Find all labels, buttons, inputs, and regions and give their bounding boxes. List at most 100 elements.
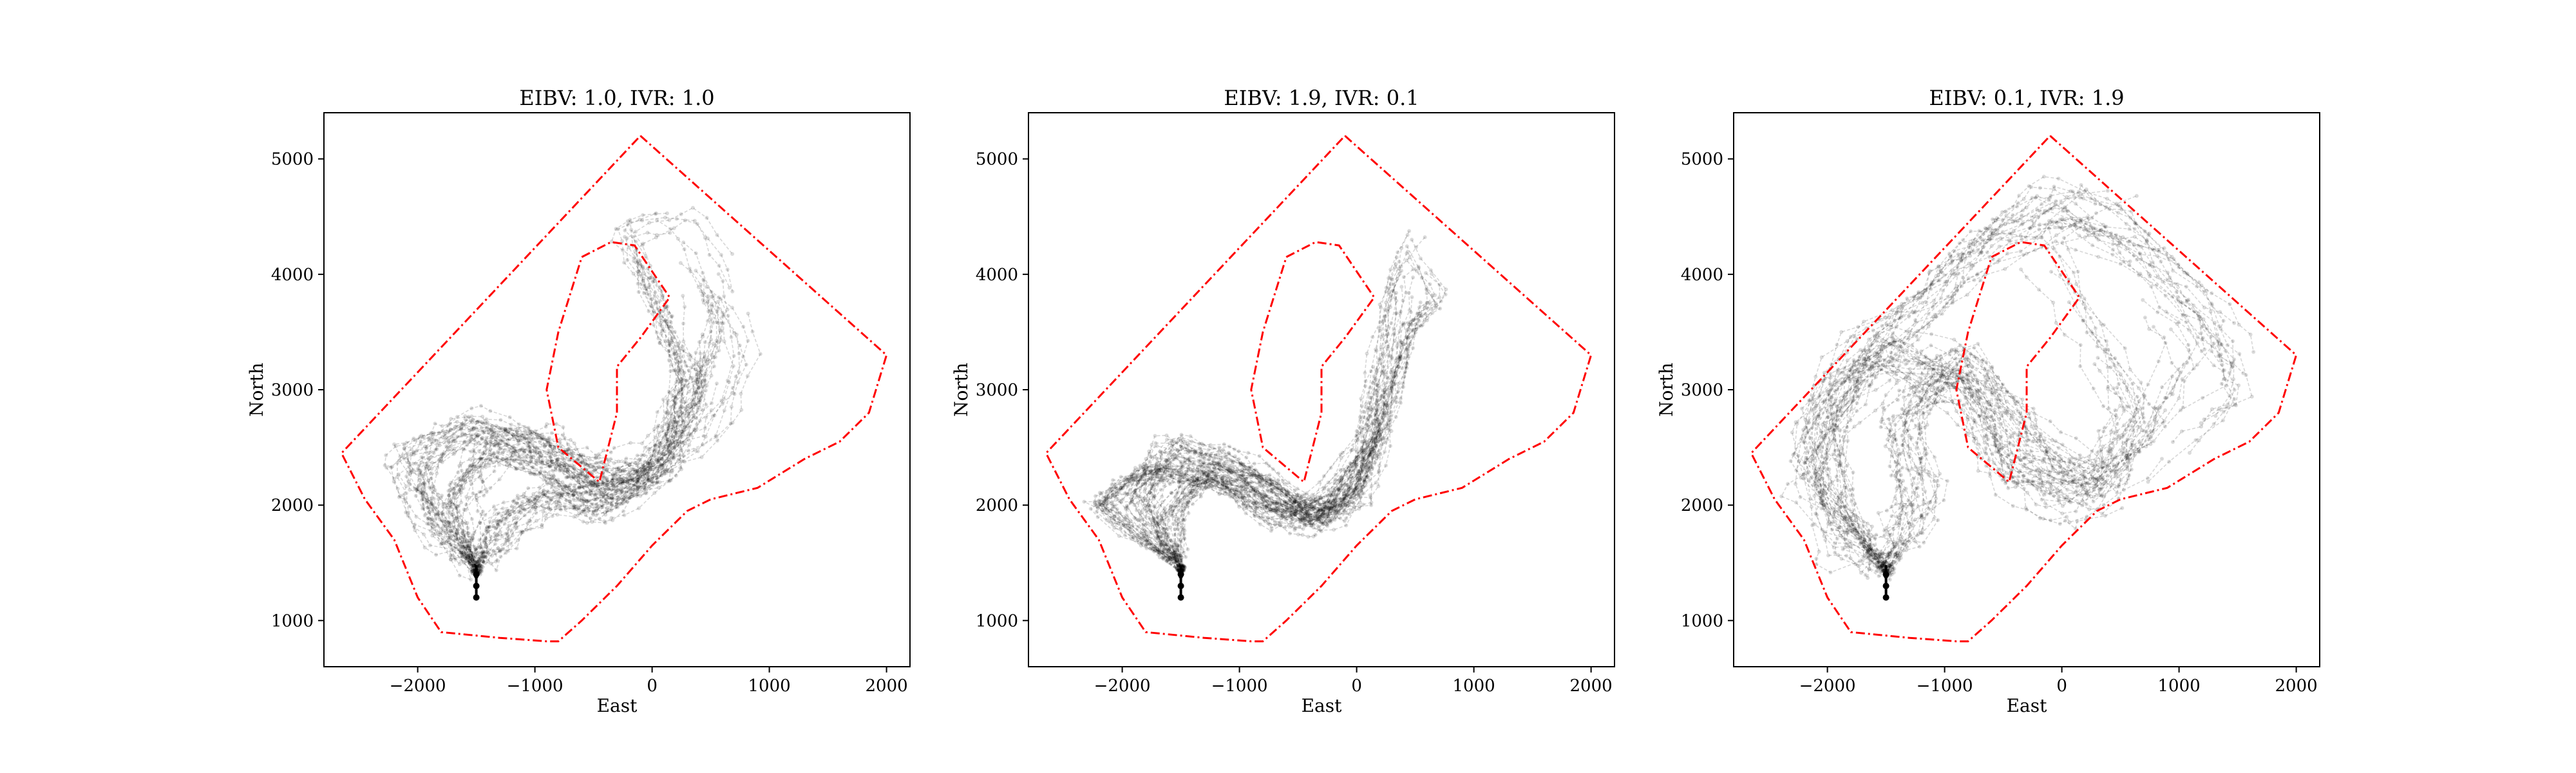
trajectory-point: [1216, 455, 1220, 460]
trajectory-point: [456, 490, 460, 494]
trajectory-point: [491, 460, 495, 464]
trajectory-point: [1410, 318, 1414, 323]
trajectory-point: [451, 490, 455, 495]
trajectory-point: [479, 456, 484, 461]
trajectory-point: [1218, 491, 1222, 495]
trajectory-line: [426, 431, 581, 598]
trajectory-point: [499, 518, 504, 522]
trajectory-point: [1201, 461, 1206, 465]
trajectory-point: [1195, 490, 1199, 494]
trajectory-point: [518, 508, 523, 511]
trajectory-point: [480, 477, 484, 482]
trajectory-point: [591, 513, 596, 517]
trajectory-point: [639, 474, 643, 479]
trajectory-point: [647, 478, 651, 482]
trajectory-point: [746, 339, 750, 343]
trajectory-point: [527, 470, 532, 475]
subplot-title: EIBV: 1.0, IVR: 1.0: [519, 86, 714, 110]
trajectory-point: [654, 300, 658, 304]
trajectory-point: [482, 429, 486, 434]
trajectory-point: [687, 425, 691, 430]
trajectory-point: [739, 408, 744, 412]
trajectory-point: [591, 510, 596, 514]
trajectory-point: [550, 450, 554, 454]
trajectory-point: [532, 448, 536, 452]
trajectory-point: [631, 271, 636, 276]
trajectory-point: [504, 443, 509, 447]
trajectory-point: [486, 456, 491, 461]
trajectory-point: [431, 451, 436, 455]
trajectory-point: [484, 542, 488, 547]
trajectory-point: [683, 406, 688, 411]
trajectory-point: [1142, 497, 1147, 501]
trajectory-point: [694, 422, 699, 426]
trajectory-point: [482, 450, 487, 455]
trajectory-point: [430, 430, 434, 435]
trajectory-point: [517, 422, 521, 426]
trajectory-point: [640, 469, 645, 473]
trajectory-point: [545, 461, 549, 466]
trajectory-point: [656, 476, 659, 481]
trajectory-point: [538, 470, 542, 475]
trajectory-point: [1153, 434, 1157, 438]
trajectory-point: [481, 551, 486, 555]
trajectory-point: [661, 397, 665, 402]
trajectory-line: [421, 416, 650, 598]
trajectory-point: [1174, 464, 1179, 469]
trajectory-point: [1387, 423, 1392, 428]
trajectory-point: [1366, 408, 1370, 412]
trajectory-point: [464, 546, 468, 551]
trajectory-point: [577, 481, 582, 485]
trajectory-point: [422, 513, 427, 518]
trajectory-point: [697, 400, 702, 405]
trajectory-point: [1173, 533, 1177, 537]
trajectory-point: [644, 286, 649, 291]
trajectory-point: [471, 417, 475, 422]
trajectory-point: [631, 467, 636, 472]
trajectory-point: [485, 420, 489, 425]
trajectory-point: [646, 461, 650, 466]
trajectory-point: [464, 471, 469, 475]
trajectory-point: [674, 216, 679, 221]
trajectory-point: [596, 455, 601, 460]
trajectory-point: [611, 476, 615, 481]
trajectory-point: [1395, 344, 1399, 348]
trajectory-point: [1236, 457, 1241, 461]
trajectory-point: [683, 218, 687, 223]
trajectory-point: [668, 411, 672, 415]
trajectory-point: [428, 450, 432, 455]
trajectory-point: [1117, 534, 1121, 539]
boundary-line: [340, 135, 888, 643]
trajectory-point: [393, 444, 398, 448]
trajectory-point: [672, 417, 676, 422]
trajectory-point: [415, 488, 420, 492]
trajectory-point: [462, 533, 467, 537]
trajectory-point: [1381, 354, 1385, 358]
trajectory-point: [545, 451, 549, 455]
trajectory-point: [562, 461, 566, 465]
trajectory-point: [685, 378, 688, 383]
trajectory-point: [477, 567, 482, 571]
trajectory-line: [1150, 272, 1441, 598]
trajectory-point: [657, 299, 661, 303]
trajectory-point: [424, 450, 429, 455]
trajectory-point: [664, 410, 668, 415]
trajectory-point: [645, 472, 649, 476]
trajectory-point: [741, 354, 746, 359]
trajectory-point: [459, 500, 464, 504]
trajectory-point: [403, 499, 408, 504]
trajectory-line: [475, 350, 687, 598]
trajectory-point: [1398, 396, 1403, 401]
trajectory-point: [454, 531, 459, 536]
trajectory-point: [437, 502, 441, 506]
trajectory-point: [441, 541, 446, 546]
trajectory-point: [467, 475, 471, 480]
trajectory-point: [491, 451, 496, 455]
trajectory-point: [392, 477, 396, 481]
trajectory-point: [429, 499, 433, 503]
trajectory-point: [611, 497, 615, 501]
trajectory-line: [450, 353, 705, 598]
trajectory-point: [540, 525, 544, 530]
trajectory-point: [1267, 473, 1272, 477]
trajectory-point: [705, 358, 710, 361]
